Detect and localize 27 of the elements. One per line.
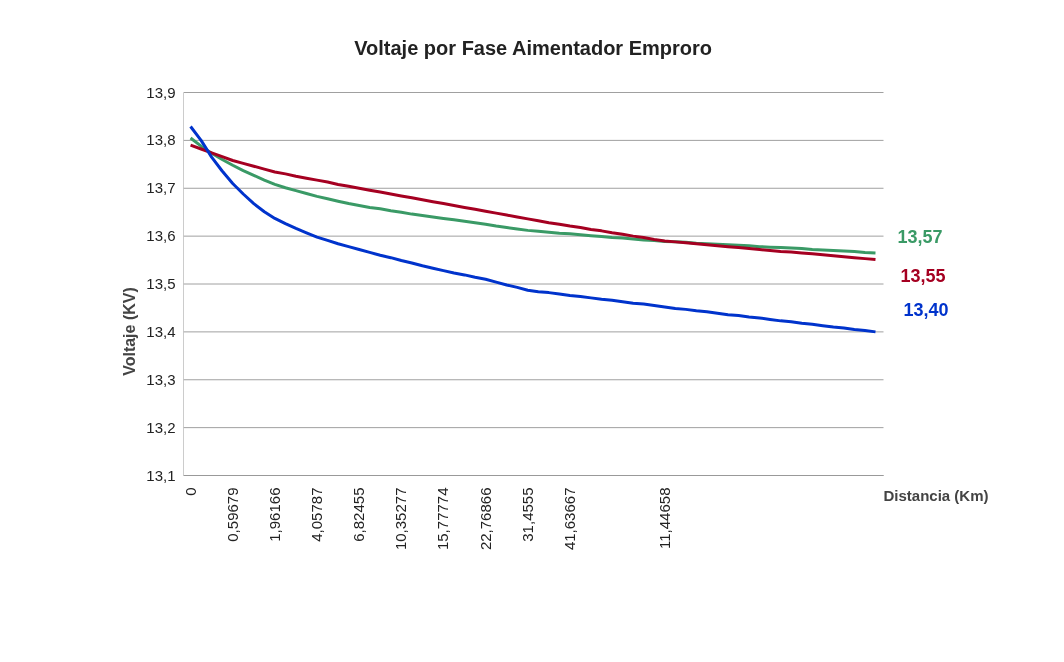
- x-tick-label: 15,77774: [434, 487, 452, 551]
- y-tick-label: 13,6: [146, 227, 176, 245]
- y-tick-label: 13,5: [146, 275, 176, 292]
- chart-title: Voltaje por Fase Aimentador Emproro: [354, 36, 713, 59]
- x-tick-label: 22,76866: [476, 487, 494, 551]
- y-tick-label: 13,4: [146, 322, 176, 340]
- x-tick-label: 1,96166: [265, 487, 283, 542]
- x-tick-label: 6,82455: [350, 487, 368, 542]
- line-series: [189, 124, 877, 334]
- x-tick-label: 10,35277: [392, 487, 410, 551]
- y-axis-title: Voltaje (KV): [121, 287, 139, 376]
- y-tick-label: 13,1: [146, 466, 176, 484]
- text: 13,55: [900, 266, 946, 287]
- y-tick-label: 13,8: [146, 131, 176, 149]
- x-tick-label: 0: [181, 487, 199, 496]
- text: 13,40: [903, 300, 949, 321]
- y-tick-label: 13,9: [146, 83, 176, 101]
- x-tick-label: 41,63667: [560, 487, 578, 551]
- x-tick-label: 11,44658: [655, 487, 673, 549]
- y-tick-label: 13,3: [146, 370, 176, 388]
- text: 13,57: [897, 227, 943, 248]
- x-axis-title: Distancia (Km): [883, 487, 989, 504]
- x-tick-label: 31,4555: [518, 487, 536, 542]
- y-tick-label: 13,7: [146, 179, 176, 197]
- x-tick-label: 4,05787: [308, 487, 326, 542]
- y-tick-label: 13,2: [146, 418, 176, 436]
- x-tick-label: 0,59679: [223, 487, 241, 542]
